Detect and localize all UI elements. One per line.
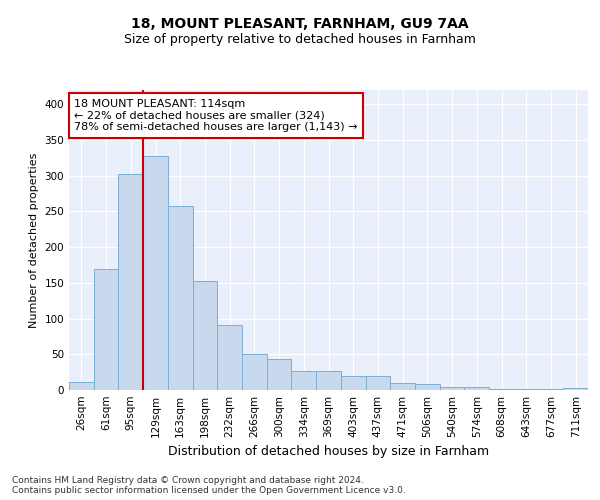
Bar bbox=[563, 388, 588, 390]
X-axis label: Distribution of detached houses by size in Farnham: Distribution of detached houses by size … bbox=[168, 446, 489, 458]
Bar bbox=[292, 370, 316, 390]
Bar bbox=[143, 156, 168, 390]
Bar bbox=[69, 382, 94, 390]
Bar bbox=[217, 325, 242, 390]
Bar bbox=[365, 376, 390, 390]
Bar bbox=[94, 268, 118, 390]
Bar bbox=[415, 384, 440, 390]
Bar bbox=[267, 360, 292, 390]
Bar bbox=[168, 206, 193, 390]
Y-axis label: Number of detached properties: Number of detached properties bbox=[29, 152, 39, 328]
Bar bbox=[341, 376, 365, 390]
Bar bbox=[193, 282, 217, 390]
Bar bbox=[316, 370, 341, 390]
Bar bbox=[514, 388, 539, 390]
Bar bbox=[242, 354, 267, 390]
Bar bbox=[390, 383, 415, 390]
Bar bbox=[464, 387, 489, 390]
Text: 18, MOUNT PLEASANT, FARNHAM, GU9 7AA: 18, MOUNT PLEASANT, FARNHAM, GU9 7AA bbox=[131, 18, 469, 32]
Bar bbox=[440, 387, 464, 390]
Text: Size of property relative to detached houses in Farnham: Size of property relative to detached ho… bbox=[124, 32, 476, 46]
Text: Contains HM Land Registry data © Crown copyright and database right 2024.
Contai: Contains HM Land Registry data © Crown c… bbox=[12, 476, 406, 495]
Text: 18 MOUNT PLEASANT: 114sqm
← 22% of detached houses are smaller (324)
78% of semi: 18 MOUNT PLEASANT: 114sqm ← 22% of detac… bbox=[74, 99, 358, 132]
Bar bbox=[118, 174, 143, 390]
